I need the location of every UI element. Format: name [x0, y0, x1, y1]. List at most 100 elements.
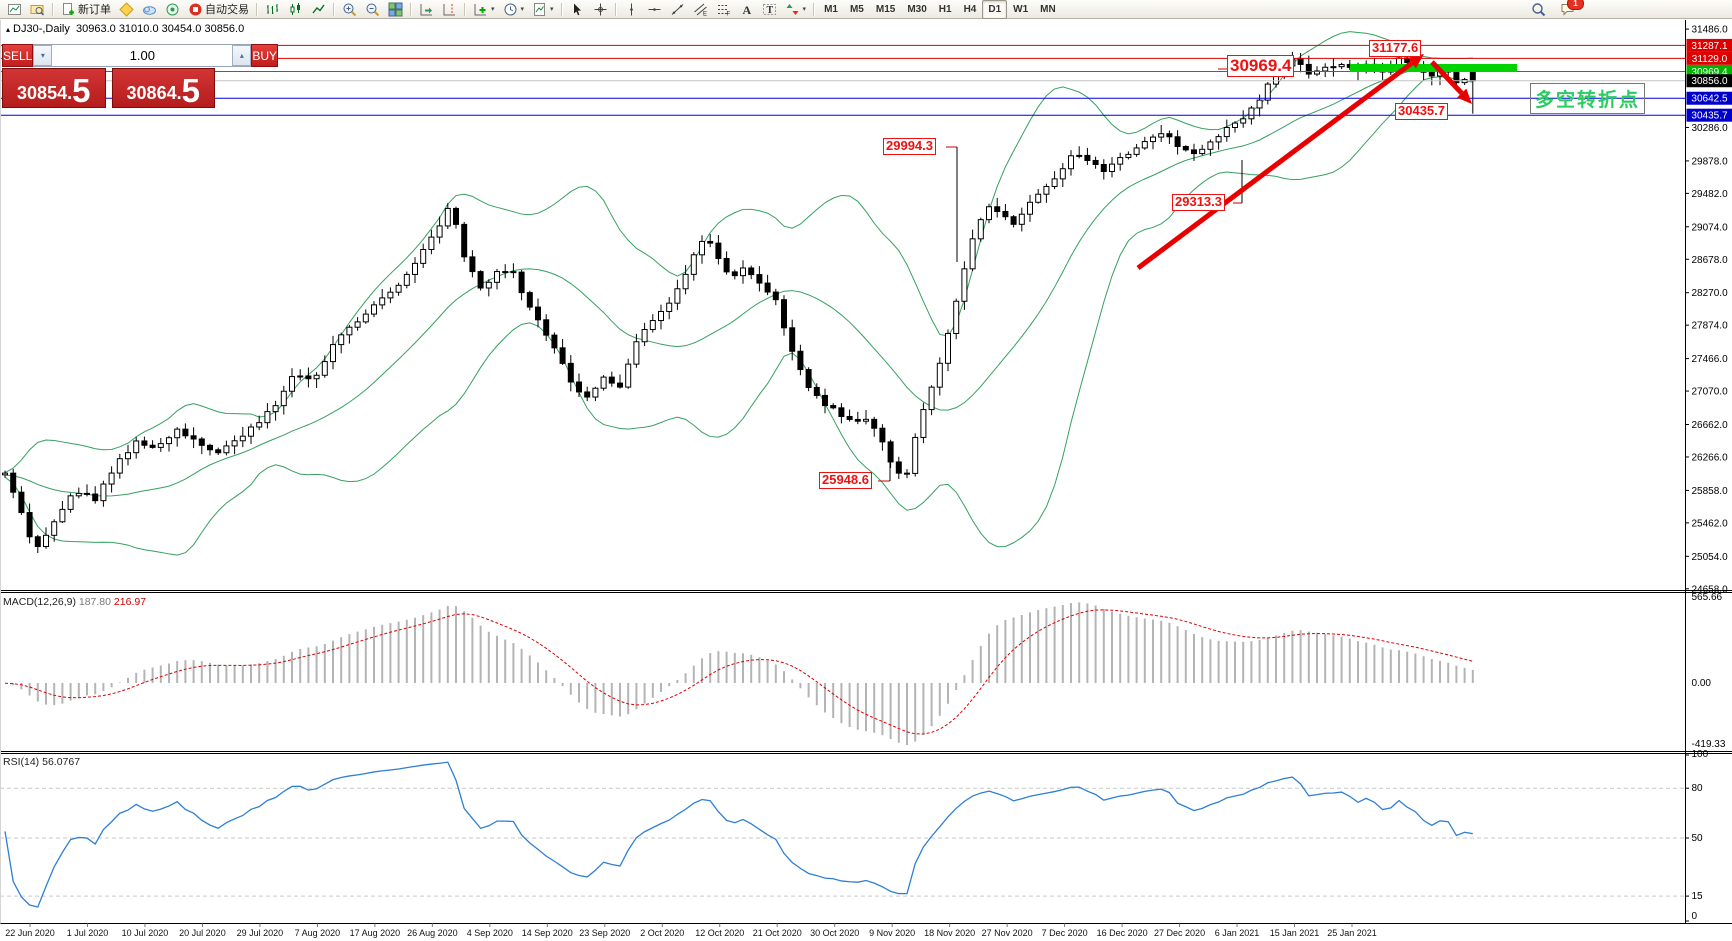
volume-input[interactable] [52, 45, 233, 66]
zoom-in[interactable] [338, 0, 361, 19]
timeframe-h4[interactable]: H4 [963, 3, 977, 15]
trend-arrows[interactable] [1136, 54, 1472, 271]
autotrade[interactable]: 自动交易 [184, 0, 253, 19]
rsi-label: RSI(14) [3, 756, 40, 768]
svg-text:A: A [742, 3, 751, 17]
buy-price[interactable]: 30864. 5 [111, 68, 215, 108]
metaeditor-icon [119, 1, 134, 17]
vertical-line-icon [624, 2, 639, 17]
candles [2, 49, 1476, 554]
cursor-icon [570, 2, 585, 17]
macd-main-value: 187.80 [78, 596, 111, 608]
resistance-zone-bar[interactable] [1350, 64, 1517, 72]
toolbar-separator [614, 2, 617, 16]
svg-text:F: F [726, 11, 730, 17]
chart-shift[interactable] [438, 0, 461, 19]
price-annotation-31177-6[interactable]: 31177.6 [1369, 40, 1422, 57]
new-order-icon [61, 2, 76, 17]
timeframe-w1[interactable]: W1 [1013, 3, 1029, 15]
price-annotation-30969-4[interactable]: 30969.4 [1227, 55, 1295, 77]
arrows[interactable]: ▾ [781, 0, 811, 19]
tile-windows[interactable] [384, 0, 407, 19]
zoom-out[interactable] [361, 0, 384, 19]
auto-scroll[interactable] [415, 0, 438, 19]
toolbar-separator [52, 2, 54, 16]
virtual-hosting[interactable] [138, 0, 161, 19]
date-axis[interactable]: 22 Jun 2020 1 Jul 2020 10 Jul 2020 20 Jul 2… [5, 923, 1377, 939]
svg-text:29 Jul 2020: 29 Jul 2020 [237, 928, 284, 938]
chevron-down-icon: ▾ [550, 6, 554, 13]
fibonacci[interactable]: F [712, 0, 735, 19]
price-annotation-29313-3[interactable]: 29313.3 [1172, 194, 1225, 211]
trendline[interactable] [666, 0, 689, 19]
periods[interactable]: ▾ [499, 0, 529, 19]
metaeditor[interactable] [115, 0, 138, 19]
search-button[interactable] [1527, 0, 1550, 19]
svg-text:9 Nov 2020: 9 Nov 2020 [869, 928, 915, 938]
virtual-hosting-icon [142, 2, 157, 17]
svg-text:23 Sep 2020: 23 Sep 2020 [579, 928, 630, 938]
svg-text:6 Jan 2021: 6 Jan 2021 [1215, 928, 1260, 938]
svg-text:21 Oct 2020: 21 Oct 2020 [753, 928, 802, 938]
price-annotation-25948-6[interactable]: 25948.6 [819, 472, 872, 489]
price-annotation-30435-7[interactable]: 30435.7 [1395, 103, 1448, 120]
bull-bear-turning-point-callout[interactable]: 多空转折点 [1530, 83, 1646, 114]
price-annotation-29994-3[interactable]: 29994.3 [883, 138, 936, 155]
rsi-panel [0, 761, 1685, 908]
notifications-button[interactable]: 1 [1556, 0, 1584, 19]
chart-line[interactable] [307, 0, 330, 19]
svg-text:25858.0: 25858.0 [1692, 486, 1729, 497]
svg-text:31129.0: 31129.0 [1692, 54, 1728, 65]
svg-text:20 Jul 2020: 20 Jul 2020 [179, 928, 226, 938]
chevron-down-icon: ▾ [802, 6, 807, 13]
equidistant-channel-icon: E [693, 2, 708, 17]
timeframe-mn[interactable]: MN [1040, 3, 1056, 15]
sell-button[interactable]: SELL [2, 44, 34, 67]
svg-text:15: 15 [1692, 891, 1704, 902]
crosshair-icon [593, 2, 608, 17]
svg-text:30 Oct 2020: 30 Oct 2020 [810, 928, 859, 938]
svg-text:4 Sep 2020: 4 Sep 2020 [467, 928, 513, 938]
autotrade-label: 自动交易 [205, 4, 249, 16]
svg-text:31486.0: 31486.0 [1692, 25, 1729, 36]
volume-decrease-button[interactable]: ▾ [33, 45, 53, 66]
text-label[interactable]: T [758, 0, 781, 19]
svg-text:-419.33: -419.33 [1692, 739, 1726, 750]
timeframe-d1[interactable]: D1 [982, 0, 1008, 19]
chart-profiles-icon [30, 2, 45, 17]
collapse-marker-icon[interactable]: ▴ [6, 25, 11, 34]
timeframe-m15[interactable]: M15 [875, 3, 896, 15]
svg-text:30969.4: 30969.4 [1691, 67, 1728, 78]
chart-bars[interactable] [261, 0, 284, 19]
horizontal-line[interactable] [643, 0, 666, 19]
new-chart[interactable] [3, 0, 26, 19]
templates[interactable]: ▾ [528, 0, 558, 19]
svg-text:27874.0: 27874.0 [1692, 321, 1729, 332]
strategy-tester[interactable] [161, 0, 184, 19]
buy-button[interactable]: BUY [251, 44, 279, 67]
svg-text:T: T [766, 5, 773, 16]
crosshair[interactable] [589, 0, 612, 19]
text[interactable]: A [735, 0, 758, 19]
cursor[interactable] [566, 0, 589, 19]
sell-price[interactable]: 30854. 5 [2, 68, 106, 108]
timeframe-h1[interactable]: H1 [938, 3, 952, 15]
search-icon [1531, 2, 1546, 17]
indicators[interactable]: ▾ [469, 0, 499, 19]
chart-candles[interactable] [284, 0, 307, 19]
svg-text:27 Nov 2020: 27 Nov 2020 [982, 928, 1033, 938]
timeframe-m1[interactable]: M1 [824, 3, 838, 15]
rsi-line [4, 761, 1473, 908]
vertical-line[interactable] [620, 0, 643, 19]
svg-text:29878.0: 29878.0 [1692, 156, 1729, 167]
chart-profiles[interactable] [26, 0, 49, 19]
timeframe-m5[interactable]: M5 [849, 3, 864, 15]
zoom-in-icon [342, 2, 357, 17]
timeframe-m30[interactable]: M30 [907, 3, 927, 15]
volume-increase-button[interactable]: ▴ [232, 45, 252, 66]
svg-text:30286.0: 30286.0 [1692, 123, 1729, 134]
equidistant-channel[interactable]: E [689, 0, 712, 19]
new-order[interactable]: 新订单 [57, 0, 115, 19]
price-axis[interactable]: 31486.0 30286.0 29878.0 29482.0 29074.0 28678… [1685, 25, 1729, 922]
